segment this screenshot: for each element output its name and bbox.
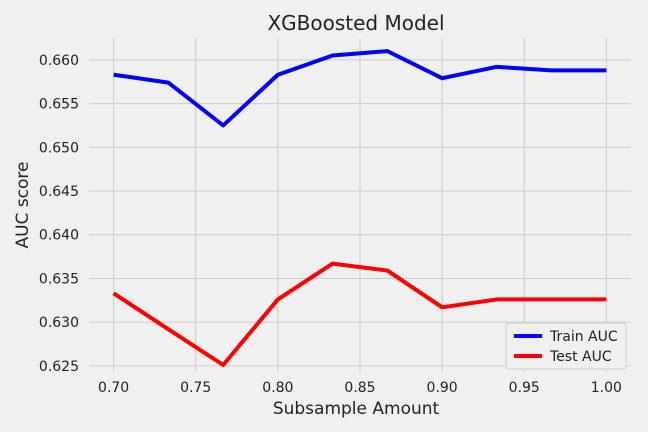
y-tick-label: 0.655 — [39, 97, 79, 113]
legend-label-train: Train AUC — [549, 329, 618, 345]
grid-layer — [89, 38, 631, 372]
y-tick-label: 0.645 — [39, 184, 79, 200]
y-tick-label: 0.630 — [39, 315, 79, 331]
y-tick-label: 0.625 — [39, 359, 79, 375]
y-tick-label: 0.640 — [39, 228, 79, 244]
legend: Train AUC Test AUC — [505, 322, 627, 370]
x-tick-label: 0.90 — [427, 380, 458, 396]
x-tick-label: 0.75 — [180, 380, 211, 396]
series-layer — [112, 49, 607, 368]
x-axis-label: Subsample Amount — [273, 399, 440, 419]
x-tick-label: 1.00 — [591, 380, 622, 396]
test-auc-line — [112, 261, 607, 368]
x-tick-labels: 0.70 0.75 0.80 0.85 0.90 0.95 1.00 — [98, 380, 622, 396]
y-tick-label: 0.660 — [39, 53, 79, 69]
x-tick-label: 0.80 — [262, 380, 293, 396]
legend-label-test: Test AUC — [549, 349, 612, 365]
y-tick-label: 0.650 — [39, 140, 79, 156]
x-tick-label: 0.70 — [98, 380, 129, 396]
x-tick-label: 0.95 — [509, 380, 540, 396]
x-tick-label: 0.85 — [344, 380, 375, 396]
y-tick-labels: 0.625 0.630 0.635 0.640 0.645 0.650 0.655 0.660 — [39, 53, 79, 375]
y-axis-label: AUC score — [13, 161, 33, 248]
y-tick-label: 0.635 — [39, 271, 79, 287]
chart-title: XGBoosted Model — [267, 11, 444, 35]
train-auc-line — [113, 49, 607, 128]
